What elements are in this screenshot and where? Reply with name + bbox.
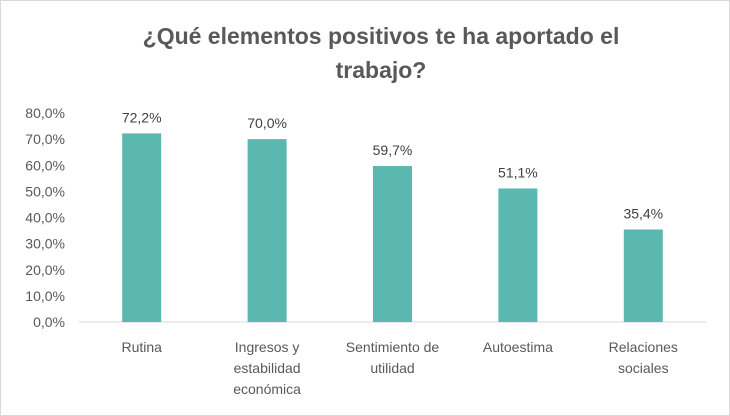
category-label: sociales — [618, 360, 669, 376]
category-label: Autoestima — [483, 339, 553, 355]
category-label: Sentimiento de — [346, 339, 440, 355]
y-tick-label: 70,0% — [25, 131, 65, 147]
bar — [122, 133, 162, 322]
y-tick-label: 20,0% — [25, 262, 65, 278]
bar — [373, 166, 412, 322]
category-label: Ingresos y — [235, 339, 300, 355]
bar — [247, 139, 287, 322]
data-label: 51,1% — [498, 165, 538, 181]
y-tick-label: 10,0% — [25, 288, 65, 304]
y-tick-label: 40,0% — [25, 210, 65, 226]
data-label: 59,7% — [373, 142, 413, 158]
y-tick-label: 60,0% — [25, 157, 65, 173]
bar — [498, 188, 538, 322]
data-label: 35,4% — [623, 206, 663, 222]
y-tick-label: 80,0% — [25, 105, 65, 121]
category-label: estabilidad — [234, 360, 301, 376]
category-label: utilidad — [370, 360, 414, 376]
category-label: económica — [233, 381, 301, 397]
y-tick-label: 0,0% — [33, 314, 65, 330]
category-label: Relaciones — [609, 339, 678, 355]
y-tick-label: 30,0% — [25, 236, 65, 252]
data-label: 70,0% — [247, 115, 287, 131]
bar — [623, 229, 663, 322]
category-label: Rutina — [121, 339, 162, 355]
data-label: 72,2% — [122, 109, 162, 125]
chart-title: ¿Qué elementos positivos te ha aportado … — [142, 23, 620, 83]
y-tick-label: 50,0% — [25, 183, 65, 199]
